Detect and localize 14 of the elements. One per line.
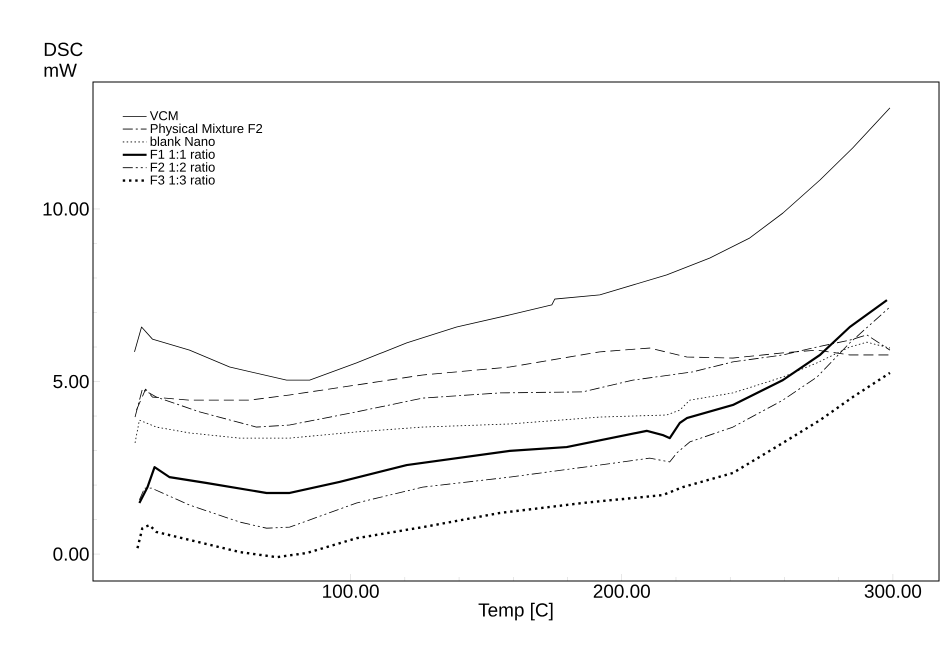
legend-label: F3 1:3 ratio — [150, 175, 215, 185]
x-tick-label: 300.00 — [864, 584, 922, 598]
legend-label: F2 1:2 ratio — [150, 162, 215, 172]
y-tick-label: 5.00 — [53, 374, 89, 388]
x-tick-label: 200.00 — [594, 584, 650, 598]
y-tick-label: 10.00 — [44, 202, 89, 216]
x-axis-title: Temp [C] — [478, 602, 552, 620]
legend-label: Physical Mixture F2 — [150, 124, 262, 136]
legend-label: F1 1:1 ratio — [150, 149, 215, 159]
y-tick-label: 0.00 — [53, 547, 89, 561]
x-tick-label: 100.00 — [323, 584, 379, 598]
legend-label: VCM — [150, 111, 178, 120]
legend-label: blank Nano — [150, 136, 215, 146]
y-axis-title: DSC mW — [44, 42, 83, 77]
